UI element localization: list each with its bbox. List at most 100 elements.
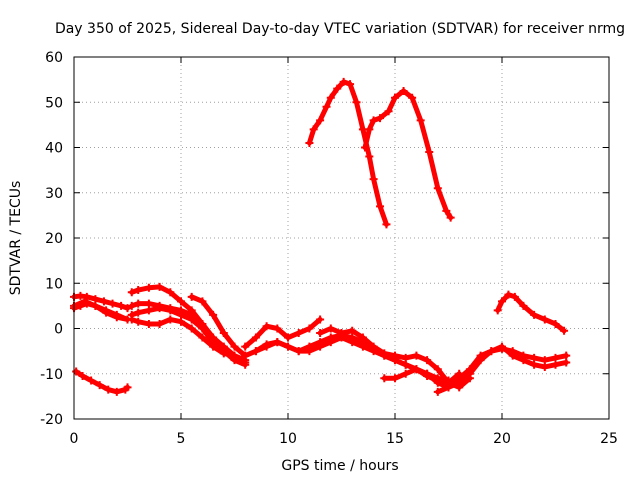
y-tick-label: 40: [45, 141, 63, 157]
data-point: [198, 324, 207, 333]
y-tick-label: 10: [45, 276, 63, 292]
data-point: [380, 349, 389, 358]
data-point: [209, 310, 218, 319]
data-point: [380, 374, 389, 383]
chart-title: Day 350 of 2025, Sidereal Day-to-day VTE…: [55, 21, 625, 37]
series-arc-10: [241, 315, 325, 351]
data-point: [433, 378, 442, 387]
data-point: [530, 360, 539, 369]
x-tick-labels: 0 5 10 15 20 25: [70, 431, 618, 447]
data-point: [262, 322, 271, 331]
data-point: [433, 365, 442, 374]
data-point: [551, 319, 560, 328]
data-point: [134, 299, 143, 308]
data-point: [391, 351, 399, 360]
y-tick-label: 0: [54, 322, 63, 338]
data-point: [82, 299, 91, 308]
data-point: [540, 362, 549, 371]
data-point: [551, 353, 560, 362]
data-point: [487, 347, 496, 356]
data-point: [455, 374, 464, 383]
data-point: [134, 317, 143, 326]
series-arc-17: [305, 77, 391, 229]
y-tick-label: -20: [40, 412, 63, 428]
data-point: [348, 338, 357, 347]
grid: [74, 57, 609, 419]
data-point: [337, 329, 346, 338]
series-arc-15: [433, 342, 571, 396]
y-tick-label: -10: [40, 367, 63, 383]
data-point: [412, 365, 421, 374]
data-point: [519, 301, 528, 310]
data-point: [326, 324, 335, 333]
data-point: [155, 319, 164, 328]
data-point: [102, 308, 111, 317]
data-point: [540, 356, 549, 365]
data-point: [369, 342, 378, 351]
data-point: [305, 347, 314, 356]
data-point: [519, 356, 528, 365]
data-point: [112, 313, 121, 322]
data-point: [361, 143, 370, 152]
data-point: [305, 324, 314, 333]
y-tick-label: 20: [45, 231, 63, 247]
data-point: [241, 360, 250, 369]
data-point: [209, 342, 218, 351]
x-tick-label: 10: [279, 431, 297, 447]
data-point: [251, 347, 260, 356]
data-point: [316, 116, 325, 125]
data-point: [230, 342, 239, 351]
series-trace: [306, 79, 389, 227]
y-tick-label: 30: [45, 186, 63, 202]
series-arc-1: [70, 291, 132, 313]
data-point: [284, 342, 292, 351]
data-point: [504, 290, 513, 299]
series-trace: [495, 292, 567, 334]
data-point: [412, 351, 421, 360]
data-point: [117, 301, 126, 310]
series-arc-16: [493, 290, 569, 335]
data-point: [187, 315, 196, 324]
data-point: [339, 77, 348, 86]
data-point: [177, 297, 185, 306]
data-point: [510, 292, 519, 301]
y-tick-labels: -20 -10 0 10 20 30 40 50 60: [40, 50, 63, 428]
data-point: [127, 288, 136, 297]
series-arc-4: [72, 367, 132, 396]
data-point: [508, 351, 517, 360]
data-point: [498, 297, 506, 306]
data-point: [241, 351, 250, 360]
data-point: [384, 107, 393, 116]
data-point: [76, 301, 85, 310]
data-point: [127, 315, 136, 324]
y-tick-label: 60: [45, 50, 63, 66]
data-point: [476, 351, 485, 360]
data-point: [399, 86, 408, 95]
data-point: [134, 308, 143, 317]
data-point: [95, 381, 104, 390]
data-point: [284, 333, 292, 342]
data-point: [316, 342, 325, 351]
data-point: [352, 98, 361, 107]
data-point: [273, 338, 282, 347]
data-point: [127, 301, 136, 310]
data-point: [294, 329, 303, 338]
data-point: [166, 315, 175, 324]
data-point: [187, 324, 196, 333]
data-point: [465, 365, 474, 374]
data-point: [493, 306, 502, 315]
series-arc-18: [361, 86, 455, 222]
data-point: [166, 288, 175, 297]
data-point: [166, 306, 175, 315]
data-point: [198, 297, 207, 306]
data-point: [251, 333, 260, 342]
data-point: [551, 360, 560, 369]
data-point: [433, 387, 442, 396]
data-point: [230, 351, 239, 360]
data-point: [123, 383, 132, 392]
data-point: [112, 387, 121, 396]
data-point: [391, 374, 399, 383]
data-point: [91, 301, 100, 310]
data-point: [369, 116, 378, 125]
